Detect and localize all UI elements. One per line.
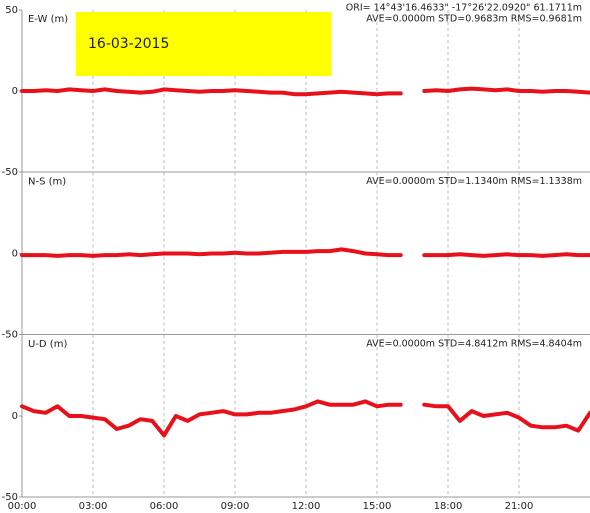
x-tick-label: 21:00 — [505, 501, 534, 512]
annotation: ORI= 14°43'16.4633" -17°26'22.0920" 61.1… — [346, 3, 582, 14]
y-tick-label: -50 — [2, 167, 18, 178]
panel-title: U-D (m) — [28, 339, 67, 350]
data-line — [20, 86, 590, 97]
annotation: AVE=0.0000m STD=4.8412m RMS=4.8404m — [366, 339, 582, 350]
data-line — [20, 247, 590, 258]
x-tick-label: 12:00 — [292, 501, 321, 512]
y-tick-label: -50 — [2, 330, 18, 341]
panel-title: E-W (m) — [28, 14, 68, 25]
panel-title: N-S (m) — [28, 177, 66, 188]
annotation: AVE=0.0000m STD=0.9683m RMS=0.9681m — [366, 14, 582, 25]
x-tick-label: 00:00 — [8, 501, 37, 512]
date-box — [76, 12, 331, 76]
date-label: 16-03-2015 — [88, 36, 169, 52]
y-tick-label: 0 — [12, 249, 18, 260]
x-tick-label: 03:00 — [79, 501, 108, 512]
y-tick-label: -50 — [2, 492, 18, 503]
x-tick-label: 15:00 — [363, 501, 392, 512]
y-tick-label: 0 — [12, 86, 18, 97]
x-tick-label: 09:00 — [221, 501, 250, 512]
y-tick-label: 0 — [12, 411, 18, 422]
data-line — [20, 399, 590, 438]
x-tick-label: 06:00 — [150, 501, 179, 512]
x-tick-label: 18:00 — [434, 501, 463, 512]
annotation: AVE=0.0000m STD=1.1340m RMS=1.1338m — [366, 176, 582, 187]
y-tick-label: 50 — [5, 5, 18, 16]
